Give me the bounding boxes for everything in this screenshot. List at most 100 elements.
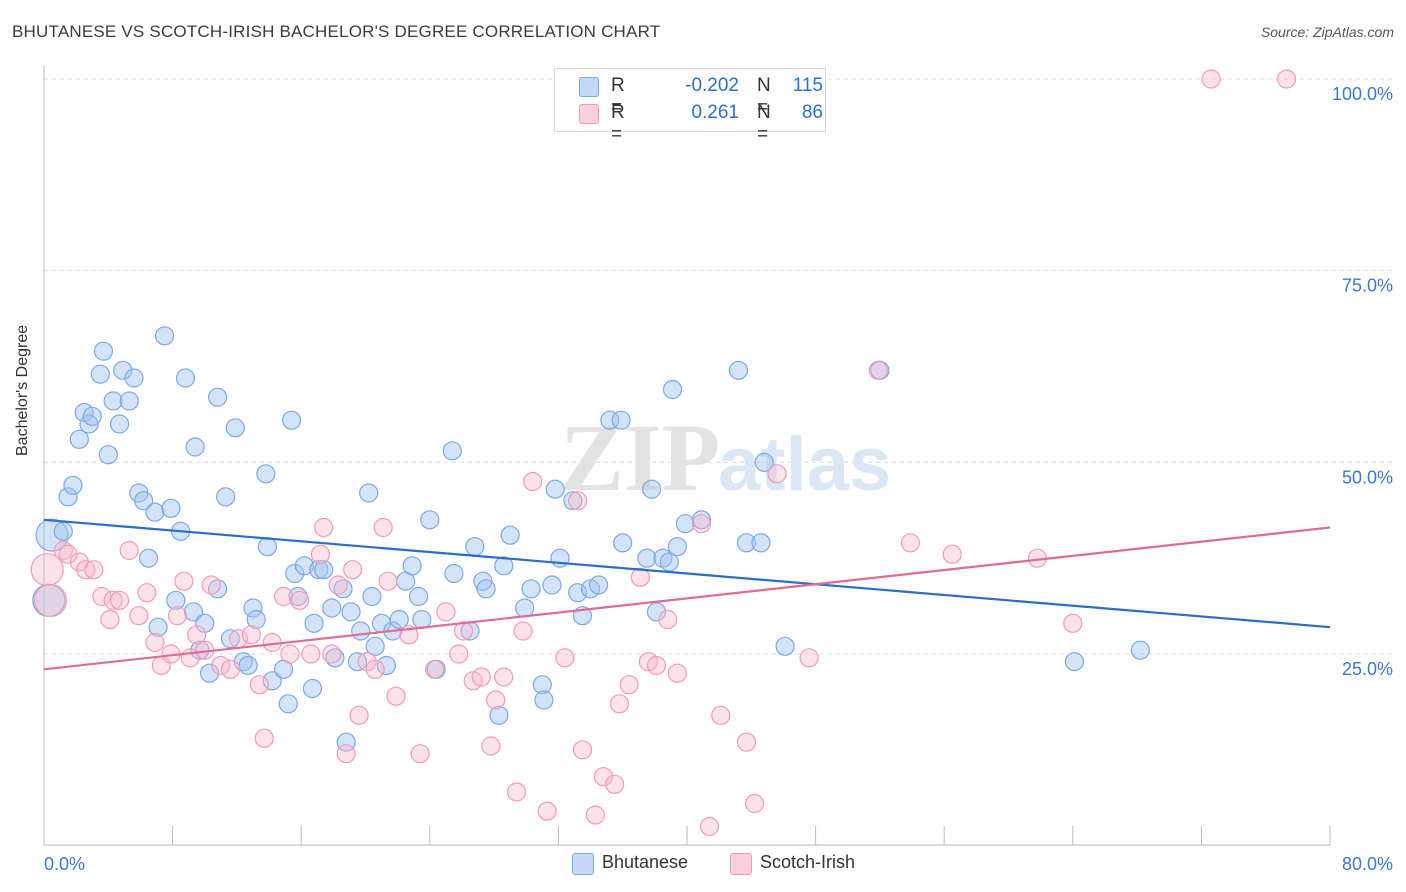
bhutanese-point <box>420 510 440 530</box>
scotch-irish-point <box>254 728 274 748</box>
scotch-irish-point <box>1201 69 1221 89</box>
scotch-irish-point <box>100 609 120 630</box>
scotch-irish-point <box>386 686 406 706</box>
bhutanese-point <box>359 483 379 503</box>
bhutanese-point <box>336 732 356 752</box>
legend-r-label: R = <box>611 75 625 118</box>
bhutanese-point <box>442 441 462 461</box>
scotch-irish-point <box>211 655 231 676</box>
scotch-irish-trend-line <box>43 526 1331 671</box>
scotch-irish-point <box>328 575 348 595</box>
bhutanese-point <box>113 360 133 380</box>
bhutanese-point <box>166 590 186 610</box>
scotch-irish-point <box>365 659 385 679</box>
scotch-irish-point <box>537 801 557 821</box>
bhutanese-point <box>444 563 464 584</box>
bhutanese-point <box>362 586 382 607</box>
x-tick-label: 80.0% <box>1342 854 1393 874</box>
chart-title: BHUTANESE VS SCOTCH-IRISH BACHELOR'S DEG… <box>12 22 661 41</box>
bhutanese-point <box>256 464 276 484</box>
bhutanese-point <box>365 636 385 656</box>
bottom-legend-label-scotch-irish: Scotch-Irish <box>760 852 856 872</box>
bhutanese-point <box>225 418 245 438</box>
bhutanese-point <box>183 602 204 622</box>
legend-r-value: -0.202 <box>685 75 739 96</box>
scotch-irish-point <box>322 644 342 664</box>
scotch-irish-point <box>868 360 888 380</box>
scotch-irish-point <box>145 632 165 653</box>
scotch-irish-point <box>273 586 294 607</box>
watermark-atlas: atlas <box>718 422 891 507</box>
scotch-irish-point <box>711 705 731 725</box>
bhutanese-point <box>1064 652 1085 672</box>
bhutanese-point <box>412 609 432 630</box>
bhutanese-point <box>751 533 771 553</box>
scotch-irish-point <box>585 805 605 825</box>
correlation-legend: R = -0.202 N = 115 R = 0.261 N = 86 <box>554 68 826 145</box>
bhutanese-points <box>32 326 1150 752</box>
scotch-irish-point <box>572 740 593 760</box>
bhutanese-point <box>257 537 278 557</box>
scotch-irish-point <box>241 625 261 645</box>
bhutanese-trend-line <box>43 518 1331 629</box>
source-label: Source: ZipAtlas.com <box>1260 24 1394 40</box>
scotch-irish-point <box>220 659 241 679</box>
scotch-irish-point <box>410 744 430 764</box>
bhutanese-point <box>124 368 144 388</box>
bhutanese-point <box>243 598 263 618</box>
scotch-irish-point <box>349 705 369 725</box>
bottom-legend-swatch-bhutanese <box>572 853 594 875</box>
scotch-irish-point <box>736 732 757 752</box>
legend-n-value: 86 <box>801 102 823 123</box>
scotch-irish-point <box>84 560 104 580</box>
bhutanese-point <box>402 556 422 576</box>
y-tick-label: 25.0% <box>1342 659 1393 679</box>
bhutanese-point <box>185 437 205 457</box>
bhutanese-point <box>285 563 305 584</box>
scotch-irish-point <box>605 774 625 794</box>
y-axis-label: Bachelor's Degree <box>14 324 31 456</box>
legend-swatch-scotch-irish <box>579 104 599 124</box>
bhutanese-point <box>79 414 99 434</box>
bhutanese-point <box>341 602 361 622</box>
bhutanese-point <box>134 491 154 511</box>
bhutanese-point <box>494 556 514 576</box>
legend-r-value: 0.261 <box>691 102 739 123</box>
bottom-legend-label-bhutanese: Bhutanese <box>602 852 689 872</box>
x-tick-label: 0.0% <box>44 854 85 874</box>
scotch-irish-point <box>481 736 501 756</box>
scotch-irish-point <box>1063 613 1083 633</box>
bhutanese-point <box>489 705 509 725</box>
scotch-irish-point <box>167 606 188 626</box>
bhutanese-point <box>53 521 73 541</box>
bhutanese-point <box>563 491 583 511</box>
bhutanese-point <box>109 414 130 434</box>
bhutanese-point <box>314 560 334 580</box>
bhutanese-point <box>175 368 196 388</box>
bhutanese-point <box>154 326 175 346</box>
y-tick-label: 75.0% <box>1342 276 1393 296</box>
bhutanese-point <box>473 571 493 591</box>
bhutanese-point <box>145 502 165 522</box>
bhutanese-point <box>58 487 78 507</box>
scotch-irish-point <box>119 540 139 561</box>
bhutanese-point <box>642 479 662 499</box>
bhutanese-point <box>351 621 371 641</box>
scotch-irish-point <box>174 571 194 591</box>
scotch-irish-point <box>744 793 765 814</box>
tick-labels: 25.0% 50.0% 75.0% 100.0% 0.0% 80.0% <box>44 84 1393 874</box>
legend-n-label: N = <box>757 102 771 145</box>
bhutanese-point <box>662 379 683 400</box>
bhutanese-point <box>103 391 123 411</box>
bhutanese-point <box>521 579 541 599</box>
scotch-irish-point <box>699 816 720 837</box>
scotch-irish-point <box>301 644 321 664</box>
bhutanese-point <box>35 518 69 552</box>
y-tick-label: 100.0% <box>1332 84 1393 104</box>
scotch-irish-point <box>449 644 469 664</box>
scotch-irish-point <box>289 590 310 610</box>
bhutanese-point <box>500 525 520 545</box>
bhutanese-point <box>278 694 298 714</box>
bhutanese-point <box>532 675 552 695</box>
scotch-irish-point <box>1276 69 1297 89</box>
